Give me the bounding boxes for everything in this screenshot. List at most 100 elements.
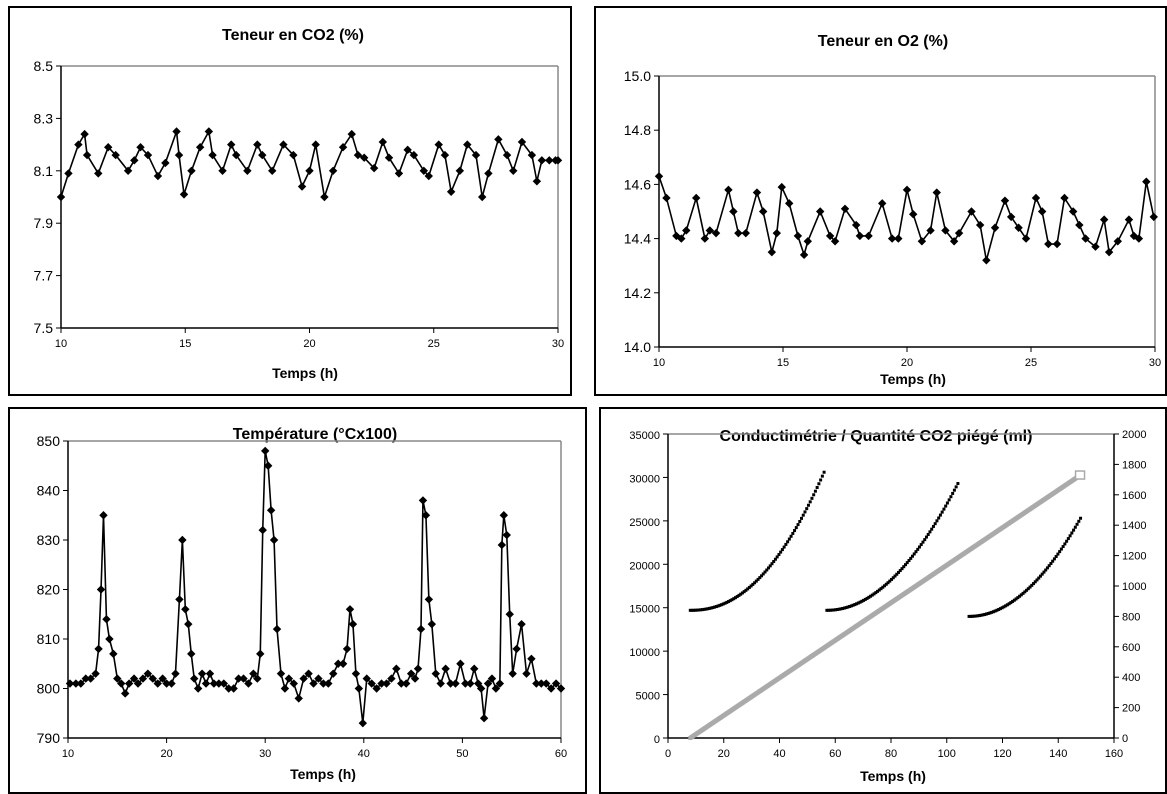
data-point-conductimetrie-series-1 — [881, 585, 885, 589]
data-point-conductimetrie-series-0 — [758, 576, 762, 580]
data-point-conductimetrie-series-1 — [872, 592, 876, 596]
x-tick-label-conductimetrie: 40 — [773, 748, 785, 760]
data-point-o2 — [662, 193, 671, 203]
data-point-temperature — [479, 714, 489, 723]
data-point-conductimetrie-series-0 — [808, 500, 812, 504]
chart-co2: Teneur en CO2 (%) Temps (h) 7.5 7.7 7.9 8.1… — [34, 27, 565, 381]
data-point-conductimetrie-series-0 — [800, 516, 804, 520]
data-point-conductimetrie-series-0 — [751, 582, 755, 586]
data-point-conductimetrie-series-0 — [822, 470, 826, 474]
chart-title-co2: Teneur en CO2 (%) — [222, 27, 364, 44]
data-point-conductimetrie-series-1 — [858, 600, 862, 604]
data-point-conductimetrie-series-1 — [900, 567, 904, 571]
chart-title-temperature: Température (°Cx100) — [233, 426, 397, 443]
data-point-temperature — [441, 664, 450, 673]
x-axis-label-o2: Temps (h) — [880, 371, 946, 387]
data-point-temperature — [424, 595, 434, 604]
data-point-co2 — [172, 127, 181, 136]
data-point-temperature — [113, 674, 122, 683]
data-point-conductimetrie-series-0 — [740, 591, 744, 595]
data-point-conductimetrie-series-1 — [883, 584, 887, 588]
data-point-temperature — [387, 674, 396, 683]
data-point-conductimetrie-series-0 — [801, 513, 805, 517]
data-point-o2 — [692, 193, 701, 203]
data-point-temperature — [329, 669, 338, 678]
data-point-conductimetrie-series-2 — [1018, 594, 1022, 598]
data-point-conductimetrie-series-2 — [1037, 576, 1041, 580]
data-point-temperature — [167, 679, 176, 688]
data-point-co2 — [64, 169, 73, 178]
data-point-conductimetrie-series-1 — [954, 485, 958, 489]
data-point-conductimetrie-series-0 — [713, 605, 717, 609]
data-point-conductimetrie-series-2 — [1004, 604, 1008, 608]
data-point-o2 — [887, 234, 897, 243]
data-point-conductimetrie-series-2 — [1028, 585, 1032, 589]
data-point-co2 — [179, 190, 189, 199]
data-point-temperature — [348, 619, 358, 629]
data-point-conductimetrie-series-1 — [884, 582, 888, 586]
chart-conductimetrie: Conductimétrie / Quantité CO2 piégé (ml)… — [629, 428, 1146, 784]
data-point-o2 — [851, 220, 861, 230]
data-point-conductimetrie-series-2 — [984, 612, 988, 616]
series-line-co2 — [60, 129, 558, 198]
data-point-conductimetrie-series-1 — [828, 608, 832, 612]
data-point-conductimetrie-series-0 — [777, 553, 781, 557]
data-point-o2 — [654, 172, 664, 181]
data-point-conductimetrie-series-2 — [1049, 561, 1053, 565]
data-point-o2 — [1037, 207, 1047, 216]
y-tick-label-conductimetrie: 0 — [654, 734, 660, 746]
data-point-o2 — [785, 199, 794, 208]
y-tick-label-o2: 14.8 — [624, 122, 651, 138]
data-point-conductimetrie-series-0 — [742, 590, 746, 594]
x-tick-label-co2: 20 — [303, 338, 315, 350]
data-point-co2 — [527, 150, 537, 160]
data-point-conductimetrie-series-0 — [813, 489, 817, 493]
y-tick-label-o2: 14.2 — [624, 285, 651, 301]
data-point-co2 — [227, 140, 236, 149]
data-point-co2 — [153, 171, 163, 181]
data-point-co2 — [471, 150, 481, 160]
x-tick-label-o2: 25 — [1025, 357, 1037, 369]
data-point-conductimetrie-series-0 — [775, 555, 779, 559]
y-tick-label-temperature: 800 — [37, 681, 61, 697]
data-point-conductimetrie-series-1 — [837, 607, 841, 611]
data-point-temperature — [94, 644, 103, 654]
data-point-temperature — [333, 659, 343, 668]
data-point-temperature — [171, 669, 180, 678]
data-point-o2 — [1031, 193, 1041, 203]
data-point-conductimetrie-series-2 — [976, 614, 980, 618]
data-point-co2 — [502, 150, 512, 160]
x-tick-label-conductimetrie: 160 — [1105, 748, 1123, 760]
data-point-temperature — [187, 649, 196, 659]
data-point-conductimetrie-series-1 — [856, 601, 860, 605]
data-point-conductimetrie-series-2 — [997, 607, 1001, 611]
data-point-o2 — [1060, 193, 1069, 203]
data-point-conductimetrie-series-1 — [951, 491, 955, 495]
data-point-o2 — [926, 226, 935, 235]
data-point-co2 — [419, 166, 429, 175]
y-tick-label-co2: 7.5 — [34, 320, 54, 336]
data-point-conductimetrie-series-0 — [704, 607, 708, 611]
data-point-conductimetrie-series-1 — [942, 507, 946, 511]
data-point-temperature — [284, 674, 294, 683]
data-point-conductimetrie-series-1 — [933, 522, 937, 526]
y2-tick-label-conductimetrie: 1800 — [1122, 459, 1146, 471]
data-point-conductimetrie-series-1 — [846, 605, 850, 609]
data-point-conductimetrie-series-0 — [739, 592, 743, 596]
data-point-conductimetrie-series-1 — [952, 488, 956, 492]
data-point-conductimetrie-series-1 — [926, 532, 930, 536]
y-tick-label-co2: 8.1 — [34, 163, 54, 179]
data-point-temperature — [105, 634, 114, 644]
chart-panel-co2: Teneur en CO2 (%) Temps (h) 7.5 7.7 7.9 8.1… — [8, 6, 572, 396]
data-point-conductimetrie-series-1 — [910, 554, 914, 558]
data-point-temperature — [120, 689, 130, 698]
data-point-o2 — [752, 188, 762, 197]
data-point-temperature — [522, 669, 531, 678]
data-point-conductimetrie-series-2 — [1005, 603, 1009, 607]
data-point-conductimetrie-series-1 — [944, 504, 948, 508]
data-point-temperature — [456, 659, 465, 668]
data-point-conductimetrie-series-end-marker — [1074, 470, 1086, 480]
data-point-conductimetrie-series-1 — [865, 596, 869, 600]
data-point-temperature — [418, 496, 428, 505]
data-point-temperature — [272, 624, 282, 634]
